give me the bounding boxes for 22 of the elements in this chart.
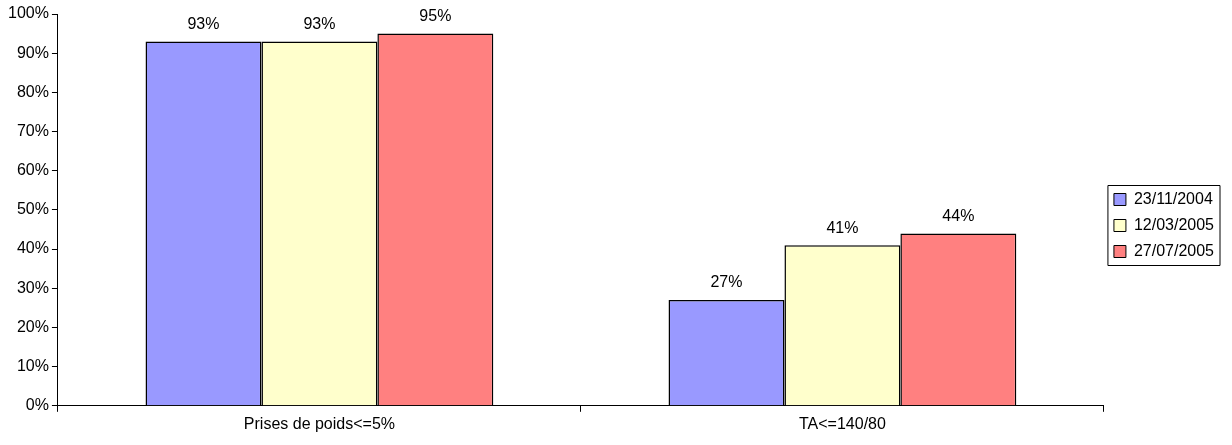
y-tick-label: 90% xyxy=(16,43,49,61)
y-tick-label: 50% xyxy=(16,200,49,218)
data-label: 27% xyxy=(710,273,743,291)
y-tick-label: 30% xyxy=(16,278,49,296)
y-tick-label: 0% xyxy=(25,396,49,414)
data-label: 44% xyxy=(942,206,975,224)
data-label: 41% xyxy=(826,218,859,236)
data-label: 93% xyxy=(303,14,336,32)
data-label: 93% xyxy=(187,14,220,32)
x-tick-label: TA<=140/80 xyxy=(798,414,886,432)
y-tick-label: 80% xyxy=(16,82,49,100)
x-tick-label: Prises de poids<=5% xyxy=(243,414,396,432)
y-tick-label: 10% xyxy=(16,357,49,375)
legend-label: 12/03/2005 xyxy=(1133,215,1215,233)
y-tick-label: 20% xyxy=(16,317,49,335)
y-tick-label: 60% xyxy=(16,161,49,179)
y-tick-label: 100% xyxy=(8,4,49,22)
legend-label: 27/07/2005 xyxy=(1133,241,1215,259)
data-label: 95% xyxy=(419,7,452,24)
y-tick-label: 70% xyxy=(16,121,49,139)
y-tick-label: 40% xyxy=(16,239,49,257)
legend-label: 23/11/2004 xyxy=(1133,189,1213,207)
